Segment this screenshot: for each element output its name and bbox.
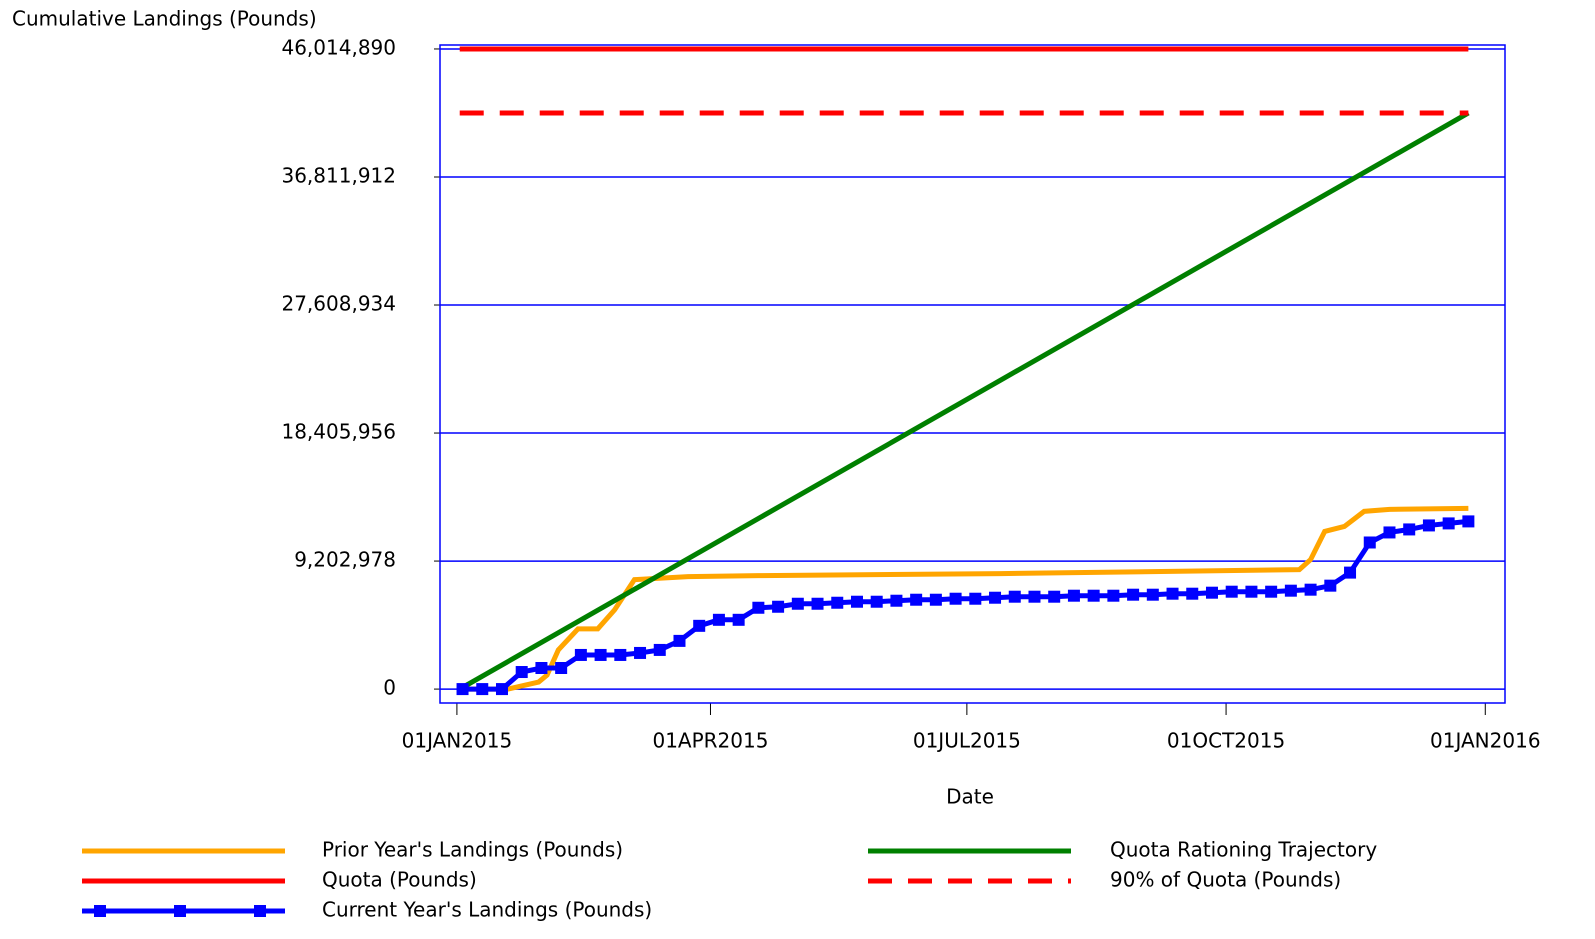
marker xyxy=(1462,515,1475,528)
legend-label: Current Year's Landings (Pounds) xyxy=(322,898,652,922)
marker xyxy=(1304,583,1317,596)
marker xyxy=(831,596,844,609)
legend-label: Quota Rationing Trajectory xyxy=(1110,838,1377,862)
marker xyxy=(1225,585,1238,598)
legend-marker xyxy=(254,905,266,917)
marker xyxy=(515,666,528,679)
marker xyxy=(791,597,804,610)
marker xyxy=(890,594,903,607)
marker xyxy=(476,683,489,696)
marker xyxy=(1087,589,1100,602)
y-axis-label: Cumulative Landings (Pounds) xyxy=(12,7,317,31)
marker xyxy=(1265,585,1278,598)
marker xyxy=(1284,584,1297,597)
legend-marker xyxy=(174,905,186,917)
marker xyxy=(1422,519,1435,532)
y-tick-label: 27,608,934 xyxy=(281,292,396,316)
marker xyxy=(1166,587,1179,600)
y-tick-label: 46,014,890 xyxy=(281,35,396,59)
x-tick-label: 01JAN2015 xyxy=(402,729,513,753)
marker xyxy=(1067,589,1080,602)
marker xyxy=(732,613,745,626)
plot-border xyxy=(439,44,1506,704)
marker xyxy=(1008,590,1021,603)
marker xyxy=(1442,517,1455,530)
y-tick-label: 0 xyxy=(383,676,396,700)
marker xyxy=(1028,590,1041,603)
x-tick-label: 01APR2015 xyxy=(652,729,768,753)
x-tick-label: 01JAN2016 xyxy=(1430,729,1541,753)
marker xyxy=(850,595,863,608)
marker xyxy=(1205,586,1218,599)
marker xyxy=(1186,587,1199,600)
marker xyxy=(693,619,706,632)
y-tick-label: 18,405,956 xyxy=(281,420,396,444)
marker xyxy=(1363,536,1376,549)
series-line xyxy=(459,505,1469,692)
x-tick-label: 01OCT2015 xyxy=(1167,729,1285,753)
marker xyxy=(989,591,1002,604)
marker xyxy=(929,593,942,606)
x-tick-label: 01JUL2015 xyxy=(913,729,1021,753)
series-line xyxy=(462,518,1469,692)
marker xyxy=(495,683,508,696)
legend-marker xyxy=(94,905,106,917)
marker xyxy=(752,601,765,614)
marker xyxy=(870,595,883,608)
marker xyxy=(1048,590,1061,603)
y-tick-label: 36,811,912 xyxy=(281,163,396,187)
marker xyxy=(1146,588,1159,601)
marker xyxy=(594,648,607,661)
marker xyxy=(1127,588,1140,601)
marker xyxy=(673,634,686,647)
marker xyxy=(1324,579,1337,592)
marker xyxy=(811,597,824,610)
marker xyxy=(456,683,469,696)
marker xyxy=(969,592,982,605)
marker xyxy=(634,646,647,659)
marker xyxy=(1403,523,1416,536)
marker xyxy=(653,643,666,656)
legend-label: Quota (Pounds) xyxy=(322,868,477,892)
marker xyxy=(772,600,785,613)
y-tick-label: 9,202,978 xyxy=(294,548,396,572)
x-axis-label: Date xyxy=(946,785,994,809)
marker xyxy=(1107,589,1120,602)
marker xyxy=(712,613,725,626)
marker xyxy=(555,661,568,674)
marker xyxy=(1383,526,1396,539)
marker xyxy=(574,648,587,661)
marker xyxy=(535,661,548,674)
legend-label: 90% of Quota (Pounds) xyxy=(1110,868,1341,892)
series-line xyxy=(458,110,1470,692)
marker xyxy=(949,592,962,605)
legend-label: Prior Year's Landings (Pounds) xyxy=(322,838,623,862)
marker xyxy=(614,648,627,661)
marker xyxy=(1344,566,1357,579)
marker xyxy=(910,593,923,606)
marker xyxy=(1245,585,1258,598)
